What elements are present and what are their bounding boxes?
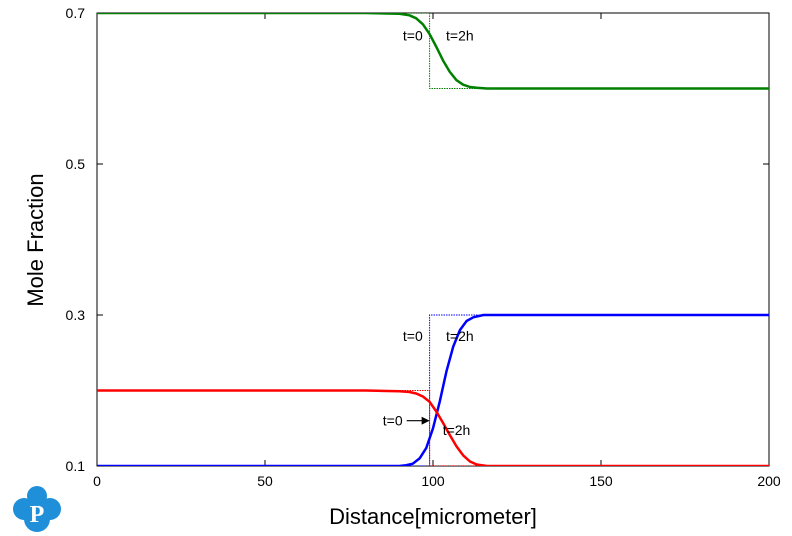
initial-profiles	[97, 13, 769, 466]
annotation-label: t=2h	[446, 28, 474, 44]
final-profile-line-0	[97, 13, 769, 90]
x-axis-title: Distance[micrometer]	[329, 504, 537, 529]
annotation-label: t=2h	[446, 328, 474, 344]
logo-cloud-lobe	[27, 486, 47, 506]
tick-labels: 0 50 100 150 200 0.1 0.3 0.5 0.7	[66, 5, 781, 489]
x-tick-label: 50	[257, 473, 273, 489]
x-tick-label: 150	[589, 473, 613, 489]
annotations: t=0 t=2h t=0 t=2h t=0 t=2h	[383, 28, 474, 438]
y-tick-label: 0.1	[66, 458, 86, 474]
logo: P	[13, 486, 61, 532]
ticks	[96, 12, 770, 467]
logo-letter: P	[30, 502, 45, 528]
y-tick-label: 0.3	[66, 307, 86, 323]
y-tick-label: 0.5	[66, 156, 86, 172]
annotation-label: t=2h	[443, 422, 471, 438]
annotation-label: t=0	[383, 413, 403, 429]
final-profile-line-2	[97, 389, 769, 466]
logo-cloud-lobe	[24, 506, 50, 532]
final-profiles	[97, 13, 769, 466]
y-axis-title: Mole Fraction	[23, 173, 48, 306]
final-profile-line-1	[97, 313, 769, 466]
x-tick-label: 0	[93, 473, 101, 489]
logo-cloud	[13, 486, 61, 532]
x-tick-label: 200	[757, 473, 781, 489]
initial-profile-line-0	[97, 13, 769, 89]
plot-frame	[96, 12, 770, 467]
y-tick-label: 0.7	[66, 5, 86, 21]
annotation-label: t=0	[403, 28, 423, 44]
annotation-label: t=0	[403, 328, 423, 344]
x-tick-label: 100	[421, 473, 445, 489]
